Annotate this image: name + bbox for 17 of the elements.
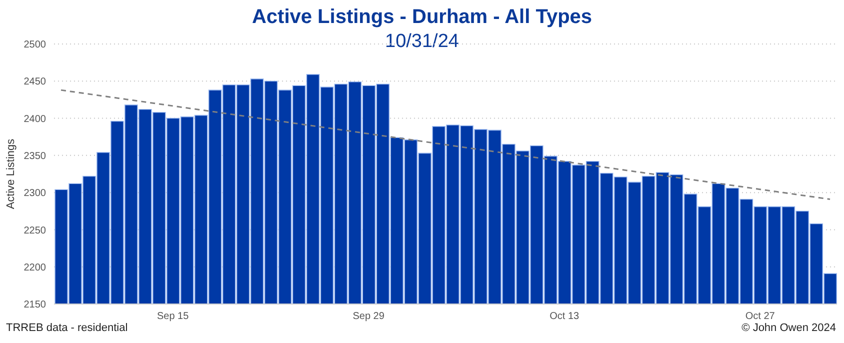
text: TRREB data - residential xyxy=(6,322,128,334)
y-tick-label: 2150 xyxy=(24,300,46,311)
y-tick-label: 2200 xyxy=(24,262,46,274)
y-tick-label: 2450 xyxy=(24,76,46,88)
chart-subtitle: 10/31/24 xyxy=(385,31,459,52)
y-axis-title: Active Listings xyxy=(4,138,17,210)
x-tick-label: Oct 13 xyxy=(550,311,580,322)
x-tick-label: Sep 29 xyxy=(352,311,385,322)
chart-title: Active Listings - Durham - All Types xyxy=(250,6,594,29)
text: © John Owen 2024 xyxy=(742,322,836,334)
x-tick-label: Sep 15 xyxy=(156,311,190,322)
x-tick-label: Oct 27 xyxy=(745,311,776,322)
y-tick-label: 2300 xyxy=(24,188,46,200)
y-tick-label: 2400 xyxy=(24,114,46,125)
y-tick-label: 2350 xyxy=(24,150,46,162)
y-tick-label: 2250 xyxy=(24,225,46,236)
y-tick-label: 2500 xyxy=(24,40,46,51)
